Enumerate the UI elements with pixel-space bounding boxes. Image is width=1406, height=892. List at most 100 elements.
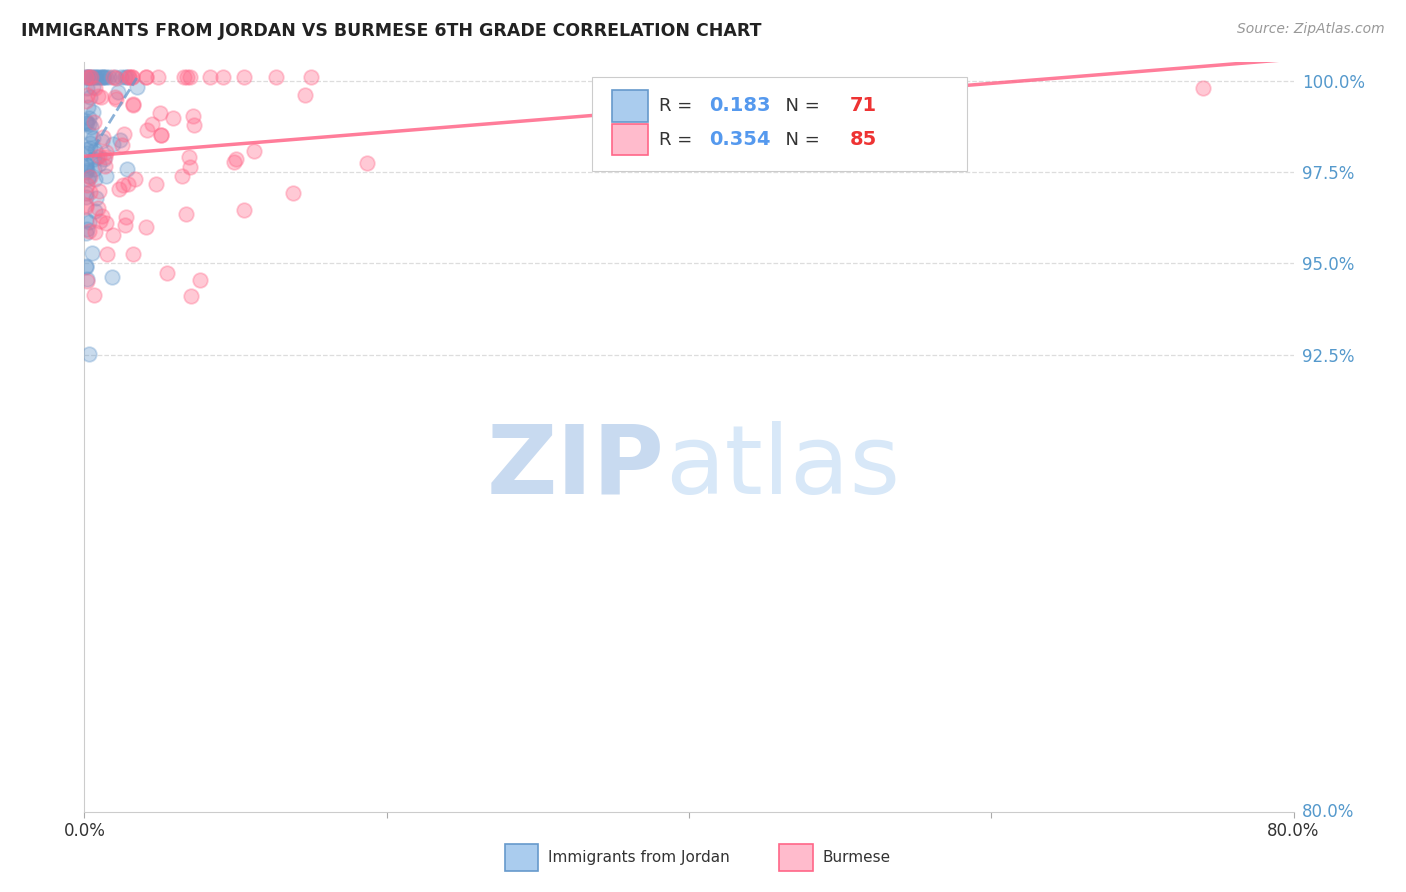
Point bbox=[114, 210, 136, 224]
Point bbox=[84, 191, 107, 205]
Point bbox=[76, 145, 98, 160]
Point bbox=[107, 182, 129, 196]
Point bbox=[100, 269, 122, 284]
Point bbox=[82, 70, 104, 84]
Point bbox=[94, 70, 117, 84]
Point bbox=[77, 100, 100, 114]
Point bbox=[125, 79, 148, 94]
Point bbox=[110, 133, 132, 147]
Point bbox=[89, 157, 111, 171]
Point bbox=[225, 152, 247, 166]
Point bbox=[115, 70, 138, 84]
Point bbox=[135, 70, 157, 84]
Point bbox=[96, 145, 118, 160]
Point bbox=[89, 214, 111, 228]
Point bbox=[87, 70, 110, 84]
Text: IMMIGRANTS FROM JORDAN VS BURMESE 6TH GRADE CORRELATION CHART: IMMIGRANTS FROM JORDAN VS BURMESE 6TH GR… bbox=[21, 22, 762, 40]
Point bbox=[96, 246, 118, 260]
Text: 0.183: 0.183 bbox=[710, 96, 770, 115]
Point bbox=[94, 150, 117, 164]
Point bbox=[79, 70, 101, 84]
Point bbox=[76, 88, 98, 103]
Text: 85: 85 bbox=[849, 130, 877, 149]
Point bbox=[105, 70, 128, 85]
Point bbox=[356, 156, 378, 170]
Point bbox=[176, 70, 198, 84]
Point bbox=[91, 70, 114, 84]
Point bbox=[77, 70, 100, 84]
Point bbox=[150, 128, 173, 142]
Point bbox=[170, 169, 193, 183]
Point bbox=[83, 162, 105, 177]
Point bbox=[233, 70, 256, 84]
Point bbox=[79, 141, 101, 155]
Point bbox=[75, 165, 97, 179]
Point bbox=[84, 81, 107, 95]
Point bbox=[79, 170, 101, 185]
Point bbox=[75, 197, 97, 211]
Text: Source: ZipAtlas.com: Source: ZipAtlas.com bbox=[1237, 22, 1385, 37]
Text: R =: R = bbox=[659, 97, 697, 115]
Point bbox=[111, 138, 134, 153]
Point bbox=[121, 97, 143, 112]
Point bbox=[87, 89, 110, 103]
Point bbox=[86, 150, 108, 164]
Point bbox=[103, 136, 125, 151]
Point bbox=[76, 178, 98, 193]
Point bbox=[75, 70, 97, 84]
Point bbox=[173, 70, 195, 84]
Point bbox=[136, 122, 159, 136]
Text: 80.0%: 80.0% bbox=[1302, 803, 1354, 821]
Point bbox=[121, 70, 143, 84]
Point bbox=[115, 162, 138, 177]
FancyBboxPatch shape bbox=[592, 78, 967, 171]
Point bbox=[75, 94, 97, 108]
Point bbox=[91, 209, 114, 223]
Point bbox=[104, 90, 127, 104]
Point bbox=[76, 116, 98, 130]
Point bbox=[107, 85, 129, 99]
Point bbox=[75, 213, 97, 227]
Point bbox=[84, 204, 107, 219]
Point bbox=[77, 117, 100, 131]
Text: 71: 71 bbox=[849, 96, 877, 115]
Point bbox=[77, 172, 100, 186]
Point bbox=[79, 185, 101, 199]
Point bbox=[80, 120, 103, 135]
Point bbox=[87, 184, 110, 198]
Point bbox=[75, 200, 97, 214]
Point bbox=[84, 144, 107, 158]
Point bbox=[1192, 81, 1215, 95]
Text: N =: N = bbox=[773, 97, 825, 115]
Point bbox=[118, 70, 141, 84]
Point bbox=[122, 96, 145, 111]
Point bbox=[135, 219, 157, 234]
Text: Immigrants from Jordan: Immigrants from Jordan bbox=[548, 850, 730, 864]
Text: atlas: atlas bbox=[665, 420, 900, 514]
Point bbox=[79, 224, 101, 238]
Point bbox=[179, 161, 201, 175]
Point bbox=[87, 201, 110, 215]
Point bbox=[75, 186, 97, 200]
Point bbox=[79, 128, 101, 142]
Point bbox=[117, 177, 139, 191]
Point bbox=[87, 149, 110, 163]
Point bbox=[84, 172, 107, 186]
Point bbox=[75, 143, 97, 157]
Text: Burmese: Burmese bbox=[823, 850, 890, 864]
Point bbox=[162, 111, 184, 125]
Point bbox=[83, 288, 105, 302]
Point bbox=[77, 347, 100, 361]
Point bbox=[114, 70, 136, 84]
Point bbox=[75, 70, 97, 84]
Point bbox=[188, 273, 211, 287]
Point bbox=[91, 70, 114, 84]
Point bbox=[80, 70, 103, 84]
Point bbox=[183, 118, 205, 132]
Point bbox=[174, 207, 197, 221]
Point bbox=[180, 289, 202, 303]
Point bbox=[94, 169, 117, 183]
Point bbox=[124, 171, 146, 186]
Point bbox=[233, 202, 256, 217]
Point bbox=[118, 70, 141, 84]
